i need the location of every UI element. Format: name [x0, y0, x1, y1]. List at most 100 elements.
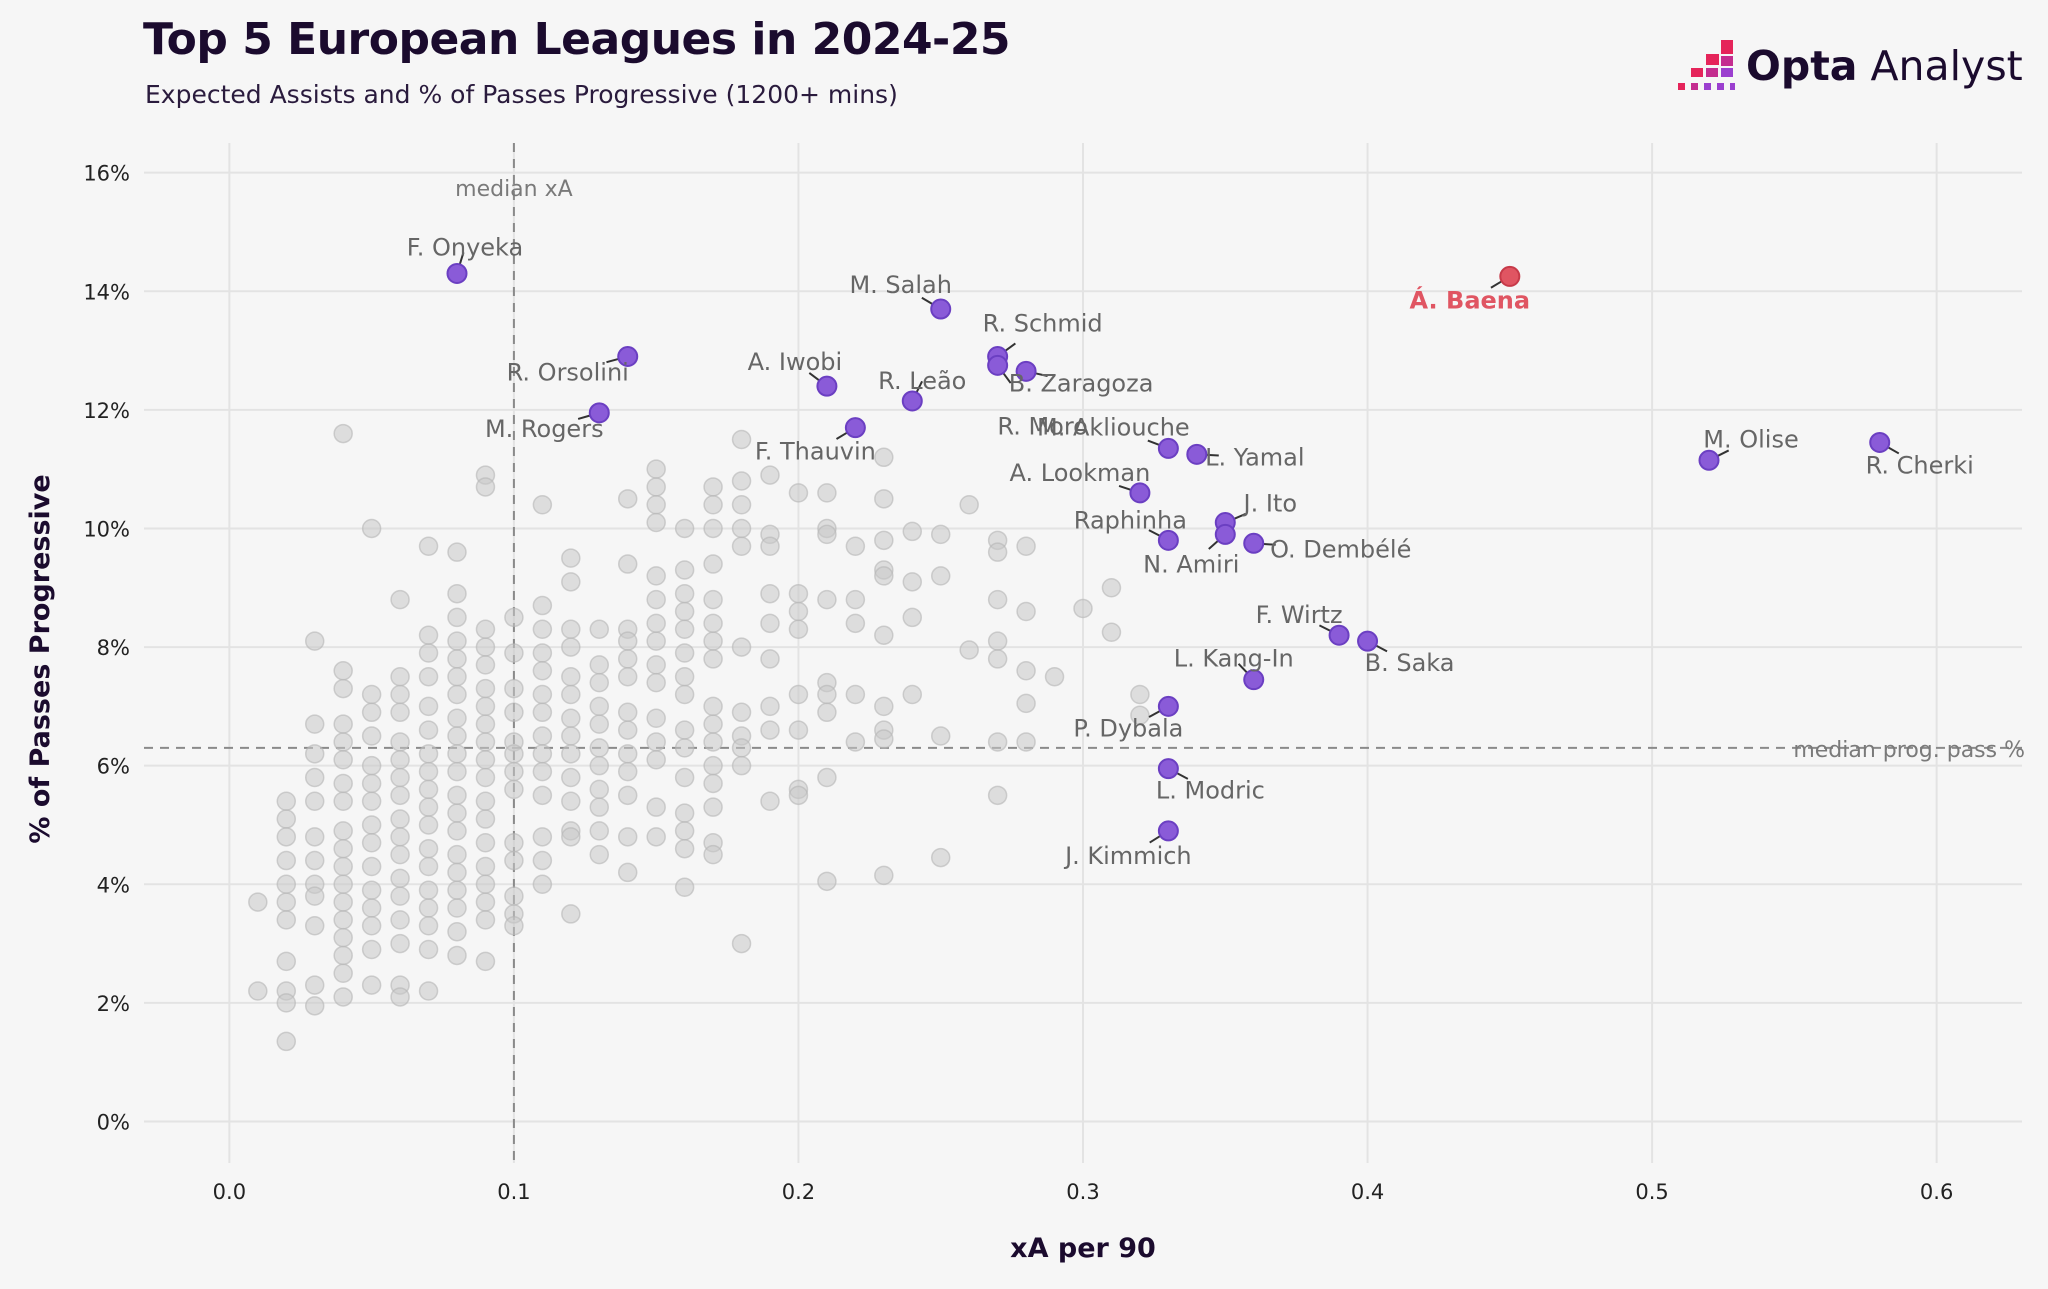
player-point [646, 732, 666, 752]
player-point [703, 631, 723, 651]
player-point [874, 489, 894, 509]
x-tick-label: 0.4 [1351, 1180, 1384, 1204]
y-tick-label: 2% [97, 992, 130, 1016]
featured-player-label: Á. Baena [1410, 285, 1531, 314]
leader-line [915, 380, 924, 393]
logo-text-bold: Opta [1746, 42, 1858, 90]
player-point [959, 494, 979, 515]
player-point [646, 477, 666, 497]
player-point [532, 785, 553, 806]
player-point [390, 868, 410, 889]
player-point [333, 874, 353, 895]
player-point [760, 696, 780, 717]
player-point [731, 429, 752, 450]
player-point [646, 566, 666, 586]
player-point [276, 850, 297, 871]
player-point [333, 749, 353, 770]
player-point [760, 613, 780, 634]
player-point [874, 696, 894, 717]
player-point [361, 791, 382, 812]
player-point [589, 779, 610, 800]
player-point [333, 987, 353, 1007]
player-point [304, 791, 325, 812]
highlighted-player-label: L. Modric [1156, 777, 1265, 805]
highlighted-player-point [1157, 820, 1179, 842]
player-point [561, 744, 581, 764]
player-point [731, 536, 752, 557]
player-point [532, 494, 553, 515]
leader-line [1035, 372, 1048, 377]
leader-line [1176, 772, 1189, 780]
highlighted-player-point [1698, 449, 1720, 471]
player-point [1101, 622, 1122, 642]
player-point [475, 856, 496, 877]
highlighted-player-label: J. Ito [1242, 490, 1298, 518]
player-point [418, 916, 439, 936]
player-point [817, 767, 837, 788]
player-point [674, 643, 695, 663]
x-tick-label: 0.2 [782, 1180, 815, 1204]
player-point [276, 809, 297, 829]
player-point [532, 661, 553, 681]
player-point [589, 619, 610, 640]
player-point [361, 815, 382, 835]
player-point [874, 865, 894, 886]
player-point [333, 714, 353, 734]
player-point [475, 696, 496, 717]
leader-line [1237, 663, 1248, 674]
player-point [475, 749, 496, 770]
leader-line [1375, 644, 1388, 653]
player-point [646, 797, 666, 817]
leader-line [1717, 449, 1730, 457]
player-point [333, 892, 353, 912]
player-point [589, 821, 610, 841]
highlighted-player-label: F. Onyeka [407, 233, 523, 261]
player-point [674, 583, 695, 604]
player-point [447, 744, 467, 764]
player-point [845, 732, 866, 752]
other-players-points [248, 423, 1150, 1052]
player-point [475, 892, 496, 912]
player-point [874, 729, 894, 749]
player-point [561, 572, 581, 592]
y-tick-label: 16% [83, 162, 130, 186]
player-point [333, 856, 353, 877]
x-tick-label: 0.6 [1920, 1180, 1953, 1204]
player-point [703, 518, 723, 539]
player-point [475, 951, 496, 972]
player-point [561, 827, 581, 847]
player-point [703, 589, 723, 610]
player-labels: F. Onyeka M. Salah R. Orsolini R. Schmid A. … [407, 233, 1974, 869]
player-point [674, 803, 695, 823]
player-point [418, 797, 439, 817]
player-point [504, 886, 524, 906]
player-point [447, 708, 467, 728]
player-point [304, 714, 325, 734]
player-point [817, 871, 837, 892]
leader-line [1147, 439, 1160, 446]
player-point [390, 910, 410, 930]
player-point [532, 874, 553, 895]
player-point [475, 637, 496, 657]
player-point [845, 589, 866, 610]
player-point [788, 601, 809, 622]
player-point [447, 785, 467, 806]
player-point [418, 666, 439, 687]
player-point [617, 761, 638, 782]
highlighted-player-point [1015, 360, 1037, 382]
player-point [930, 847, 951, 868]
player-point [333, 773, 353, 794]
player-point [703, 477, 723, 497]
player-point [532, 702, 553, 723]
player-point [617, 649, 638, 669]
player-point [447, 684, 467, 705]
player-point [788, 619, 809, 640]
player-point [475, 874, 496, 895]
leader-line [1002, 372, 1012, 384]
player-point [390, 987, 410, 1007]
y-tick-label: 8% [97, 636, 130, 660]
player-point [390, 809, 410, 829]
player-point [333, 423, 353, 444]
player-point [304, 631, 325, 651]
